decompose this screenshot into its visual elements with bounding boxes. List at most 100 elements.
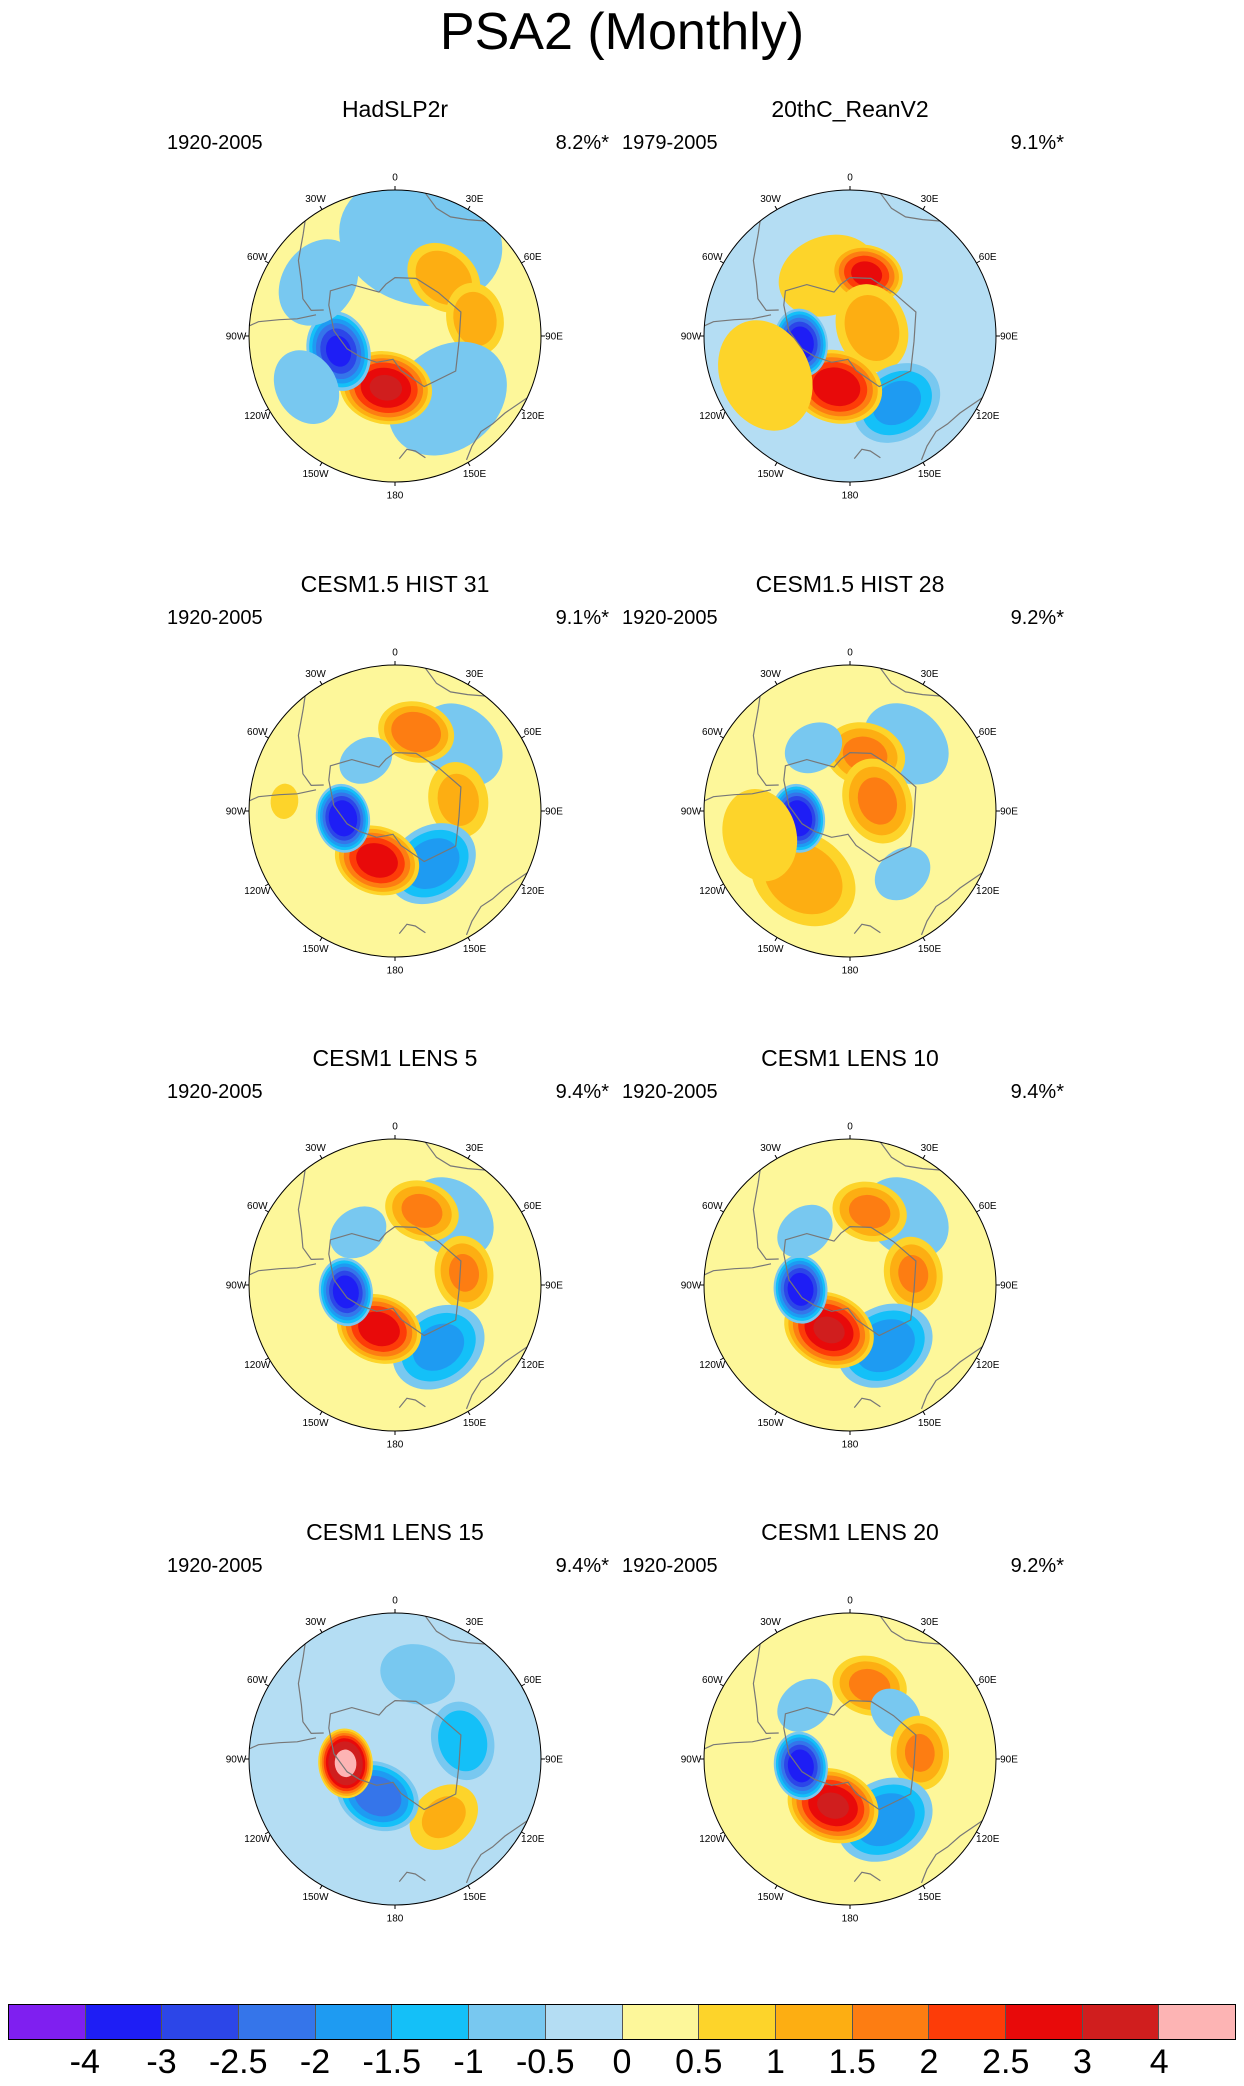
longitude-tick bbox=[319, 1154, 323, 1159]
anomaly-contour bbox=[356, 843, 398, 878]
south-america-coastline bbox=[297, 695, 324, 787]
longitude-tick bbox=[976, 1683, 981, 1687]
longitude-tick bbox=[774, 462, 778, 467]
longitude-label: 90W bbox=[226, 1755, 247, 1766]
panel-variance-explained: 9.4%* bbox=[555, 1555, 609, 1577]
longitude-tick bbox=[467, 937, 471, 942]
south-america-coastline bbox=[752, 695, 779, 787]
colorbar-swatch bbox=[699, 2005, 776, 2039]
africa-coastline bbox=[879, 1141, 940, 1171]
longitude-tick bbox=[719, 260, 724, 264]
colorbar-label: 2.5 bbox=[982, 2043, 1030, 2081]
longitude-tick bbox=[264, 1357, 269, 1361]
map-panel-cesm1-lens-10: CESM1 LENS 10 1920-2005 9.4%* 0 30E 60E 90E… bbox=[620, 1045, 1080, 1485]
south-america-coastline-west bbox=[704, 789, 772, 802]
colorbar-label: -2 bbox=[299, 2043, 331, 2081]
longitude-tick bbox=[719, 408, 724, 412]
longitude-tick bbox=[719, 1209, 724, 1213]
panel-variance-explained: 9.1%* bbox=[555, 607, 609, 629]
new-zealand-coastline bbox=[853, 448, 881, 459]
longitude-tick bbox=[521, 408, 526, 412]
anomaly-contour bbox=[812, 367, 861, 407]
longitude-tick bbox=[719, 1683, 724, 1687]
longitude-label: 150E bbox=[918, 1892, 942, 1903]
longitude-label: 0 bbox=[392, 648, 398, 659]
anomaly-contour bbox=[391, 711, 442, 753]
longitude-tick bbox=[719, 1357, 724, 1361]
south-america-coastline bbox=[752, 1643, 779, 1735]
colorbar-swatch bbox=[315, 2005, 393, 2039]
longitude-label: 150W bbox=[302, 944, 329, 955]
anomaly-contour bbox=[787, 1272, 814, 1306]
colorbar-label: 2 bbox=[919, 2043, 939, 2081]
south-america-coastline-west bbox=[704, 1263, 772, 1276]
map-panel-cesm15-hist-28: CESM1.5 HIST 28 1920-2005 9.2%* 0 30E 60E 9… bbox=[620, 571, 1080, 1011]
longitude-label: 150W bbox=[302, 469, 329, 480]
longitude-label: 90W bbox=[681, 1281, 702, 1292]
field-layer bbox=[249, 665, 541, 957]
background-field bbox=[249, 1613, 541, 1905]
south-america-coastline bbox=[297, 220, 324, 312]
longitude-label: 60W bbox=[247, 252, 268, 263]
longitude-label: 90E bbox=[1000, 332, 1018, 343]
longitude-tick bbox=[774, 1885, 778, 1890]
longitude-label: 120W bbox=[699, 1834, 726, 1845]
anomaly-contour bbox=[722, 788, 798, 882]
longitude-label: 30E bbox=[921, 1143, 939, 1154]
australia-coastline bbox=[920, 397, 983, 461]
longitude-label: 150W bbox=[757, 1892, 784, 1903]
longitude-label: 180 bbox=[387, 491, 404, 502]
anomaly-contour bbox=[329, 1206, 387, 1259]
longitude-label: 90E bbox=[1000, 807, 1018, 818]
colorbar-label: 1 bbox=[766, 2043, 785, 2081]
longitude-label: 60E bbox=[524, 252, 542, 263]
field-layer bbox=[704, 190, 996, 482]
colorbar-label: -3 bbox=[146, 2043, 177, 2081]
longitude-label: 60W bbox=[247, 727, 268, 738]
longitude-label: 90W bbox=[226, 332, 247, 343]
antarctica-coastline bbox=[328, 276, 462, 388]
longitude-label: 150E bbox=[463, 944, 487, 955]
africa-coastline bbox=[424, 1615, 485, 1645]
anomaly-contour bbox=[453, 291, 497, 347]
anomaly-contour bbox=[857, 777, 898, 825]
longitude-label: 0 bbox=[847, 1596, 853, 1607]
page-title: PSA2 (Monthly) bbox=[439, 3, 805, 61]
longitude-label: 30W bbox=[760, 1143, 781, 1154]
new-zealand-coastline bbox=[853, 923, 881, 934]
australia-coastline bbox=[465, 872, 528, 936]
colorbar-label: 1.5 bbox=[828, 2043, 876, 2081]
longitude-label: 150E bbox=[463, 1892, 487, 1903]
south-america-coastline bbox=[297, 1643, 324, 1735]
longitude-tick bbox=[922, 462, 926, 467]
longitude-label: 60E bbox=[979, 1675, 997, 1686]
longitude-tick bbox=[264, 1831, 269, 1835]
longitude-tick bbox=[774, 1154, 778, 1159]
longitude-label: 120W bbox=[244, 886, 271, 897]
longitude-label: 150W bbox=[757, 1418, 784, 1429]
longitude-label: 120E bbox=[521, 1834, 545, 1845]
anomaly-contour bbox=[273, 350, 340, 424]
africa-coastline bbox=[424, 1141, 485, 1171]
longitude-label: 180 bbox=[387, 1440, 404, 1451]
antarctica-coastline bbox=[783, 1699, 917, 1811]
longitude-label: 180 bbox=[842, 966, 859, 977]
longitude-tick bbox=[774, 1628, 778, 1633]
colorbar-label: 0.5 bbox=[675, 2043, 723, 2081]
background-field bbox=[704, 1613, 996, 1905]
longitude-label: 150E bbox=[918, 944, 942, 955]
longitude-label: 120W bbox=[699, 1360, 726, 1371]
south-america-coastline-west bbox=[249, 1737, 317, 1750]
longitude-tick bbox=[264, 408, 269, 412]
map-panel-hadslp2r: HadSLP2r 1920-2005 8.2%* 0 30E 60E 90E 120E 1… bbox=[165, 96, 625, 536]
anomaly-contour bbox=[777, 1204, 833, 1258]
longitude-tick bbox=[319, 1628, 323, 1633]
longitude-label: 90E bbox=[545, 1281, 563, 1292]
map-panel-cesm1-lens-5: CESM1 LENS 5 1920-2005 9.4%* 0 30E 60E 90E 1… bbox=[165, 1045, 625, 1485]
longitude-label: 30W bbox=[760, 669, 781, 680]
longitude-label: 30W bbox=[305, 1617, 326, 1628]
longitude-tick bbox=[319, 1885, 323, 1890]
anomaly-contour bbox=[334, 1749, 357, 1778]
africa-coastline bbox=[879, 1615, 940, 1645]
panel-title: CESM1.5 HIST 31 bbox=[300, 571, 490, 597]
